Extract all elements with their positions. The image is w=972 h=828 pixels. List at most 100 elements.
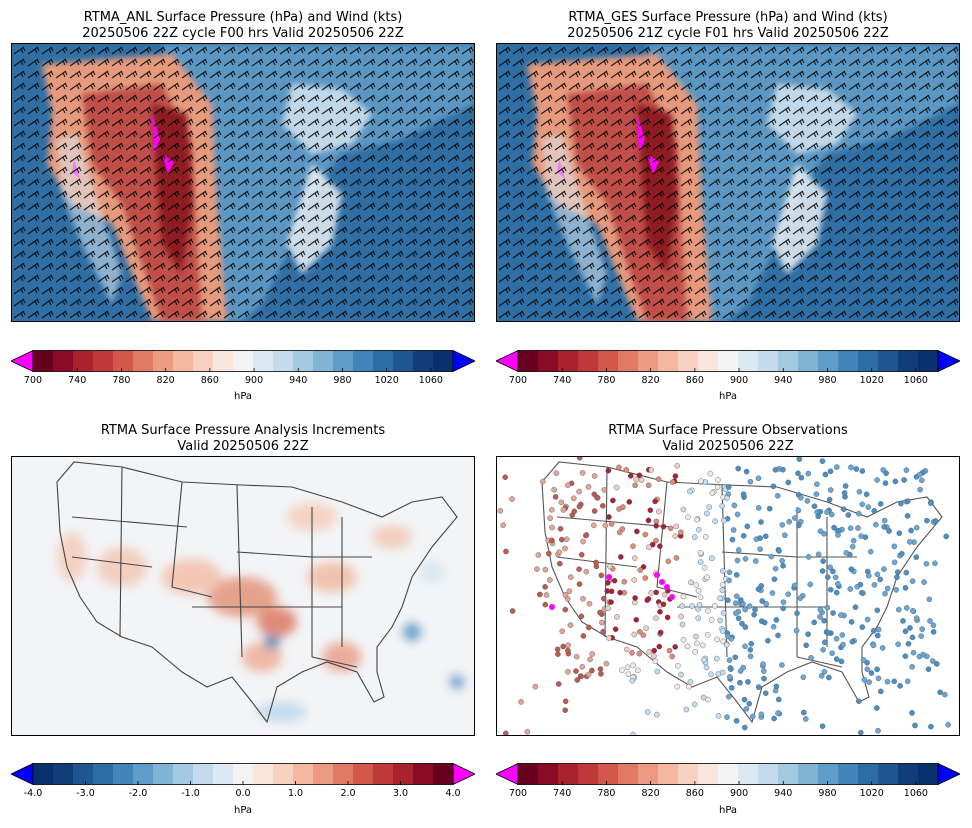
colorbar-tick-label: 820 (156, 375, 175, 386)
colorbar-segment (413, 350, 434, 372)
colorbar-tick-label: 1020 (859, 375, 884, 386)
colorbar-segment (598, 350, 619, 372)
colorbar-tick-label: 1020 (374, 375, 399, 386)
colorbar-segment (758, 350, 779, 372)
colorbar-segment (253, 350, 274, 372)
colorbar-segment (373, 350, 394, 372)
colorbar-tick-label: 1060 (418, 375, 443, 386)
colorbar-segment (638, 350, 659, 372)
panel3-title: RTMA Surface Pressure Analysis Increment… (11, 423, 475, 455)
colorbar-segment (53, 763, 74, 785)
colorbar-low-extend (11, 350, 34, 372)
colorbar-segment (758, 763, 779, 785)
colorbar-segment (393, 350, 414, 372)
panel4-observations-map (496, 456, 960, 736)
colorbar-tick-label: 860 (685, 788, 704, 799)
colorbar-segment (718, 350, 739, 372)
colorbar-segment (538, 763, 559, 785)
colorbar-tick-label: 0.0 (235, 788, 251, 799)
colorbar-tick-label: 900 (244, 375, 264, 386)
colorbar-segment (133, 763, 154, 785)
colorbar-segment (333, 350, 354, 372)
colorbar-tick-label: 700 (508, 375, 528, 386)
colorbar-high-extend (452, 350, 475, 372)
colorbar-tick-label: 1.0 (287, 788, 304, 799)
colorbar-tick-label: -1.0 (181, 788, 200, 799)
colorbar-segment (233, 763, 254, 785)
colorbar-segment (313, 763, 334, 785)
panel4-title-line2: Valid 20250506 22Z (662, 439, 794, 454)
colorbar-segment (558, 350, 579, 372)
panel3-title-line2: Valid 20250506 22Z (177, 439, 309, 454)
colorbar-segment (353, 350, 374, 372)
colorbar-segment (518, 763, 539, 785)
colorbar-segment (658, 763, 679, 785)
colorbar-segment (858, 763, 879, 785)
colorbar-segment (93, 350, 114, 372)
colorbar-segment (658, 350, 679, 372)
colorbar-segment (73, 763, 94, 785)
colorbar-segment (558, 763, 579, 785)
colorbar-segment (53, 350, 74, 372)
colorbar-segment (838, 350, 859, 372)
colorbar-tick-label: 860 (200, 375, 219, 386)
colorbar-segment (193, 350, 214, 372)
colorbar-segment (113, 763, 134, 785)
colorbar-segment (433, 763, 454, 785)
panel1-title: RTMA_ANL Surface Pressure (hPa) and Wind… (11, 10, 475, 42)
panel2-colorbar-units: hPa (718, 391, 738, 402)
colorbar-tick-label: 740 (553, 788, 572, 799)
panel3-colorbar-units: hPa (233, 805, 253, 816)
colorbar-tick-label: 780 (112, 375, 131, 386)
colorbar-tick-label: 4.0 (445, 788, 461, 799)
colorbar-tick-label: 740 (68, 375, 87, 386)
colorbar-segment (253, 763, 274, 785)
colorbar-segment (518, 350, 539, 372)
colorbar-segment (213, 350, 234, 372)
colorbar-tick-label: 1060 (903, 375, 928, 386)
panel4-title: RTMA Surface Pressure Observations Valid… (496, 423, 960, 455)
colorbar-tick-label: 860 (685, 375, 704, 386)
colorbar-tick-label: 980 (818, 788, 837, 799)
colorbar-segment (738, 350, 759, 372)
colorbar-tick-label: 700 (23, 375, 43, 386)
colorbar-segment (898, 350, 919, 372)
colorbar-high-extend (937, 763, 960, 785)
colorbar-segment (153, 763, 174, 785)
colorbar-low-extend (496, 350, 519, 372)
panel1-pressure-wind-map (11, 43, 475, 322)
colorbar-low-extend (11, 763, 34, 785)
colorbar-tick-label: 1060 (903, 788, 928, 799)
colorbar-segment (778, 763, 799, 785)
colorbar-segment (638, 763, 659, 785)
colorbar-segment (273, 763, 294, 785)
colorbar-high-extend (937, 350, 960, 372)
colorbar-segment (273, 350, 294, 372)
colorbar-segment (433, 350, 454, 372)
colorbar-segment (718, 763, 739, 785)
colorbar-tick-label: 740 (553, 375, 572, 386)
colorbar-segment (918, 350, 939, 372)
colorbar-segment (293, 350, 314, 372)
colorbar-tick-label: 780 (597, 375, 616, 386)
colorbar-tick-label: 940 (774, 788, 793, 799)
colorbar-segment (393, 763, 414, 785)
colorbar-segment (293, 763, 314, 785)
panel1-colorbar (11, 350, 475, 372)
colorbar-segment (313, 350, 334, 372)
colorbar-segment (578, 763, 599, 785)
colorbar-segment (898, 763, 919, 785)
colorbar-segment (818, 763, 839, 785)
colorbar-segment (33, 350, 54, 372)
panel4-colorbar-units: hPa (718, 805, 738, 816)
panel2-pressure-wind-map (496, 43, 960, 322)
colorbar-low-extend (496, 763, 519, 785)
colorbar-tick-label: 3.0 (392, 788, 409, 799)
colorbar-segment (213, 763, 234, 785)
colorbar-segment (918, 763, 939, 785)
panel1-title-line2: 20250506 22Z cycle F00 hrs Valid 2025050… (82, 26, 404, 41)
colorbar-segment (878, 763, 899, 785)
panel2-colorbar (496, 350, 960, 372)
colorbar-segment (413, 763, 434, 785)
colorbar-high-extend (452, 763, 475, 785)
